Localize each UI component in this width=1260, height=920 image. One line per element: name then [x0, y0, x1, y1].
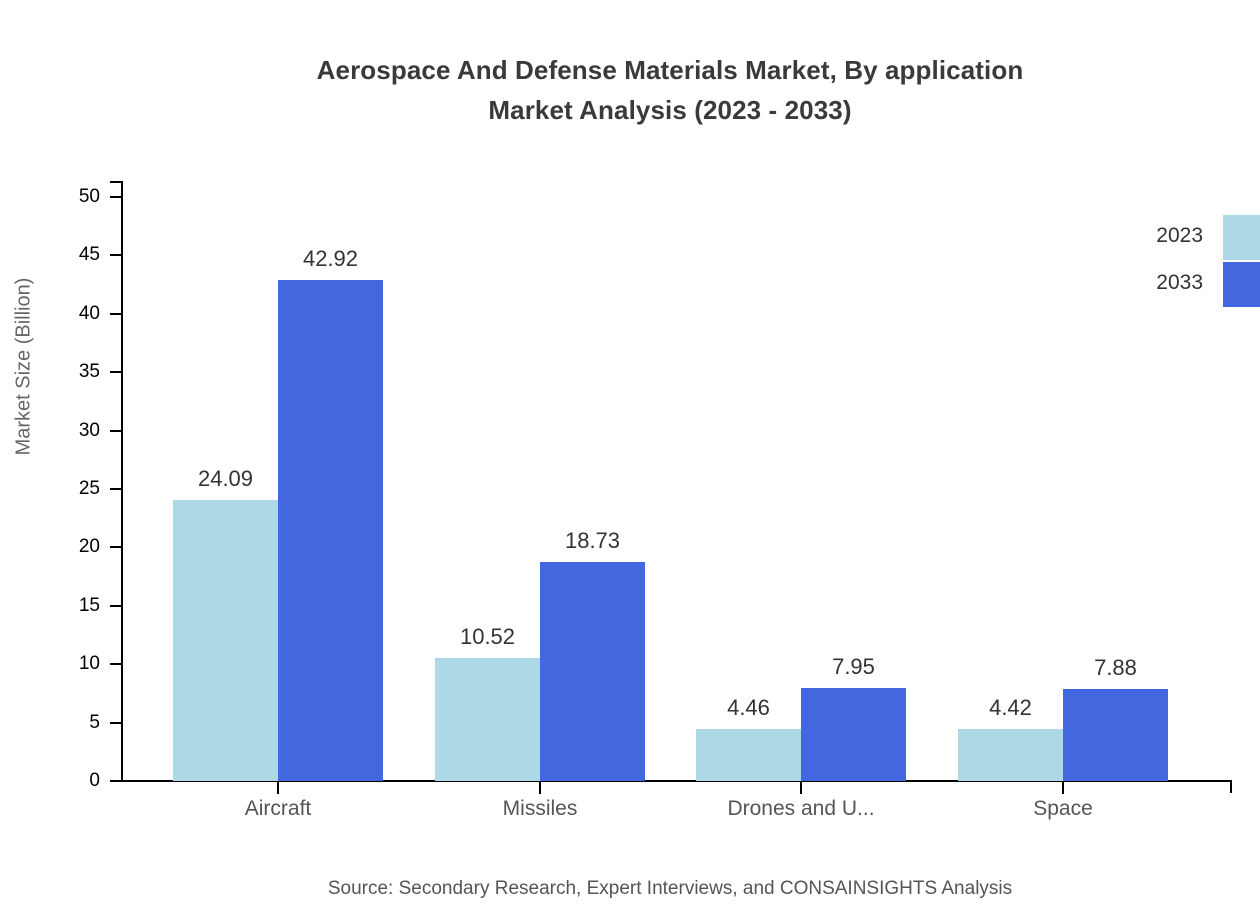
- legend-label: 2023: [1156, 224, 1203, 247]
- bar-value-label: 4.42: [989, 695, 1032, 721]
- y-axis-tick: [110, 196, 122, 198]
- y-axis-tick: [110, 604, 122, 607]
- bar-value-label: 24.09: [197, 465, 254, 491]
- bar-2023-space[interactable]: [958, 729, 1063, 781]
- y-axis-tick-label: 30: [78, 419, 100, 441]
- y-axis-tick-label: 10: [78, 653, 100, 675]
- bar-2023-drones-and-u[interactable]: [696, 728, 801, 781]
- x-axis-right-cap: [1230, 780, 1232, 793]
- bar-value-label: 42.92: [302, 245, 359, 271]
- y-axis-tick-label: 40: [78, 302, 100, 324]
- y-axis-tick-label: 0: [89, 770, 100, 791]
- bar-2033-aircraft[interactable]: [278, 279, 383, 781]
- x-axis-tick: [1062, 781, 1064, 794]
- legend-swatch: [1223, 262, 1260, 307]
- bar-2033-missiles[interactable]: [540, 562, 645, 781]
- chart-legend: 2023 2033: [1120, 215, 1260, 309]
- chart-title-line-1: Aerospace And Defense Materials Market, …: [316, 55, 1024, 85]
- y-axis-tick-label: 50: [78, 186, 100, 207]
- bar-value-label: 4.46: [727, 694, 770, 720]
- y-axis-tick: [110, 254, 122, 257]
- legend-item-2033[interactable]: 2033: [1120, 262, 1260, 309]
- x-axis-tick: [277, 781, 279, 794]
- x-axis-tick-label: Space: [1033, 797, 1093, 820]
- chart-title-line-2: Market Analysis (2023 - 2033): [488, 95, 852, 125]
- x-axis-tick-label: Drones and U...: [727, 797, 875, 820]
- y-axis-top-cap: [110, 181, 123, 183]
- y-axis-title: Market Size (Billion): [12, 277, 35, 456]
- bar-2033-space[interactable]: [1063, 688, 1168, 781]
- x-axis-tick: [800, 781, 802, 794]
- y-axis-tick-label: 15: [78, 594, 100, 616]
- bar-value-label: 18.73: [564, 528, 621, 554]
- bar-2023-aircraft[interactable]: [173, 499, 278, 781]
- legend-label: 2033: [1156, 271, 1203, 294]
- bar-2023-missiles[interactable]: [435, 658, 540, 781]
- y-axis-tick-label: 20: [78, 536, 100, 558]
- y-axis-tick: [110, 546, 122, 549]
- y-axis-tick: [110, 371, 122, 374]
- y-axis-tick-label: 5: [89, 711, 100, 733]
- x-axis-tick: [539, 781, 541, 794]
- x-axis-line: [121, 780, 1232, 782]
- y-axis-tick: [110, 663, 122, 666]
- y-axis-tick-label: 25: [78, 478, 100, 499]
- y-axis-tick: [110, 429, 122, 432]
- y-axis-line: [121, 181, 123, 782]
- bar-value-label: 7.95: [832, 654, 875, 680]
- y-axis-tick: [110, 312, 122, 315]
- x-axis-tick-label: Aircraft: [244, 797, 312, 820]
- bar-2033-drones-and-u[interactable]: [801, 688, 906, 781]
- chart-title: Aerospace And Defense Materials Market, …: [0, 50, 1260, 130]
- legend-swatch: [1223, 215, 1260, 260]
- y-axis-tick-label: 45: [78, 244, 100, 266]
- x-axis-tick-label: Missiles: [502, 797, 578, 820]
- bar-value-label: 7.88: [1094, 654, 1137, 680]
- y-axis-tick: [110, 488, 122, 490]
- y-axis-tick-label: 35: [78, 361, 100, 383]
- legend-item-2023[interactable]: 2023: [1120, 215, 1260, 262]
- y-axis-tick: [110, 721, 122, 724]
- source-note: Source: Secondary Research, Expert Inter…: [327, 878, 1013, 899]
- y-axis-tick: [110, 780, 122, 782]
- bar-value-label: 10.52: [459, 624, 516, 650]
